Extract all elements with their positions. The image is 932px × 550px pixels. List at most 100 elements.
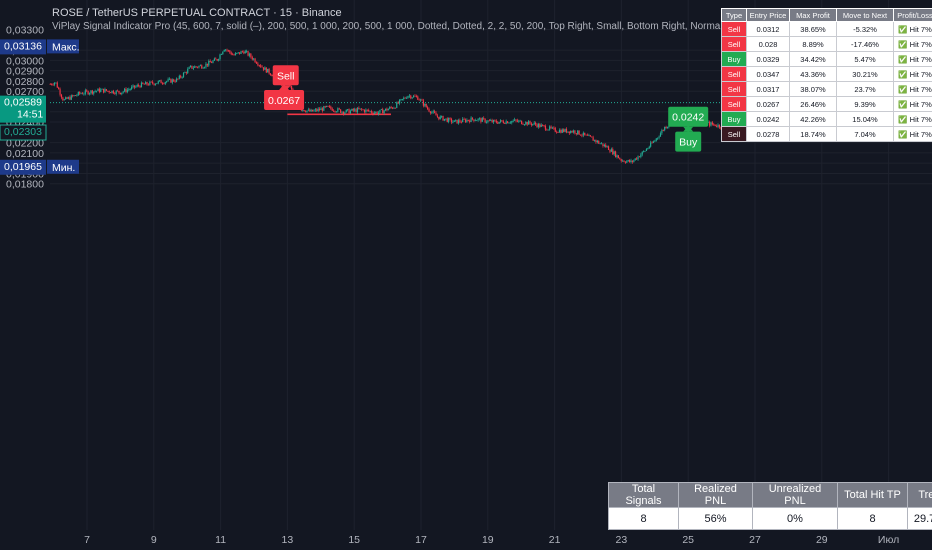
candle-body (640, 154, 642, 158)
summary-value-cell: 56% (678, 507, 753, 530)
candle-body (567, 131, 569, 133)
symbol-title[interactable]: ROSE / TetherUS PERPETUAL CONTRACT · 15 … (52, 7, 342, 19)
candle-body (187, 68, 189, 74)
candle-body (595, 139, 597, 143)
time-axis[interactable]: 7 9 11 13 15 17 19 21 23 25 27 29 Июл (84, 534, 899, 546)
candle-body (159, 80, 161, 82)
buy-entry-label[interactable]: 0.0242 (668, 106, 709, 133)
candle-body (264, 67, 266, 70)
candle-body (393, 107, 395, 109)
indicator-legend[interactable]: ViPlay Signal Indicator Pro (45, 600, 7,… (52, 21, 726, 32)
summary-table-values: 856%0%829.79% (608, 507, 932, 530)
candle-body (408, 95, 410, 97)
candle-body (446, 118, 448, 122)
candle-body (118, 90, 120, 93)
candle-body (557, 132, 559, 133)
signal-type-cell: Sell (721, 126, 747, 142)
buy-signal-label-text: Buy (679, 137, 698, 149)
candle-body (177, 78, 179, 80)
candle-body (194, 66, 196, 68)
candle-body (213, 58, 215, 61)
candle-body (94, 91, 96, 92)
candle-body (90, 90, 92, 94)
max-price-badge-text: 0,03136 (4, 40, 42, 52)
min-price-badge-text: 0,01965 (4, 161, 42, 173)
candle-body (398, 99, 401, 104)
candle-body (525, 122, 527, 125)
candle-body (124, 88, 126, 92)
candle-body (84, 90, 86, 94)
candle-body (160, 80, 162, 84)
signal-type-cell: Sell (721, 36, 747, 52)
candle-body (191, 65, 193, 69)
candle-body (620, 159, 622, 161)
candle-body (257, 63, 259, 66)
candle-body (196, 66, 199, 68)
candle-body (313, 110, 315, 112)
candle-body (448, 118, 450, 122)
candle-body (361, 108, 363, 110)
chart-grid (50, 0, 932, 530)
candle-body (328, 106, 331, 108)
summary-table: Total Signals Realized PNL Unrealized PNL T… (608, 482, 932, 530)
candle-body (575, 133, 577, 135)
signal-pl-cell: ✅ Hit 7% (893, 36, 932, 52)
candle-body (382, 109, 384, 114)
candle-body (499, 120, 502, 122)
candle-body (55, 82, 57, 84)
candle-body (233, 54, 235, 56)
candle-body (589, 135, 591, 137)
candle-body (471, 117, 474, 120)
candle-body (410, 95, 412, 99)
candle-body (387, 108, 389, 111)
candle-body (582, 132, 584, 136)
candle-body (202, 67, 204, 69)
candle-body (241, 51, 244, 53)
candle-body (345, 109, 347, 113)
price-axis[interactable]: 0,033000,031000,030000,029000,028000,027… (0, 25, 80, 191)
candle-body (104, 89, 106, 93)
price-tick-label: 0,03300 (6, 25, 44, 37)
candle-body (167, 79, 169, 82)
candle-body (634, 158, 636, 161)
candle-body (636, 158, 638, 160)
price-tick-label: 0,02900 (6, 66, 44, 78)
candle-body (225, 49, 227, 51)
sell-entry-label[interactable]: 0.0267 (264, 83, 305, 110)
min-price-badge-box (0, 159, 46, 175)
candle-body (411, 97, 413, 99)
signal-row: Buy 0.0329 34.42% 5.47% ✅ Hit 7% (721, 51, 932, 67)
candle-body (157, 81, 159, 84)
candle-body (77, 92, 79, 96)
candle-body (434, 111, 436, 113)
price-tick-label: 0,01800 (6, 179, 44, 191)
candle-body (49, 84, 51, 85)
signal-type-cell: Sell (721, 66, 747, 82)
buy-signal-label[interactable]: Buy (675, 125, 702, 152)
candle-body (363, 109, 366, 113)
price-marker-badge-text: 0,02303 (4, 126, 42, 138)
candle-body (657, 137, 659, 139)
candle-body (164, 82, 166, 84)
candle-body (570, 131, 572, 134)
candle-body (396, 102, 398, 108)
signal-col-header: Profit/Loss (893, 8, 932, 22)
candle-body (551, 127, 554, 129)
candle-body (327, 105, 329, 107)
candle-body (188, 67, 190, 69)
candle-body (560, 130, 562, 133)
candle-body (543, 125, 545, 126)
candle-body (412, 95, 415, 98)
candle-body (526, 122, 528, 125)
candle-body (314, 109, 316, 111)
price-tick-label: 0,02200 (6, 138, 44, 150)
candle-body (438, 116, 440, 120)
candle-body (407, 96, 409, 99)
candle-body (547, 129, 549, 131)
candle-body (226, 49, 228, 51)
candle-body (331, 108, 333, 111)
candle-body (323, 106, 325, 111)
candle-body (598, 140, 600, 144)
candle-body (261, 66, 263, 68)
sell-signal-label[interactable]: Sell (272, 65, 299, 92)
